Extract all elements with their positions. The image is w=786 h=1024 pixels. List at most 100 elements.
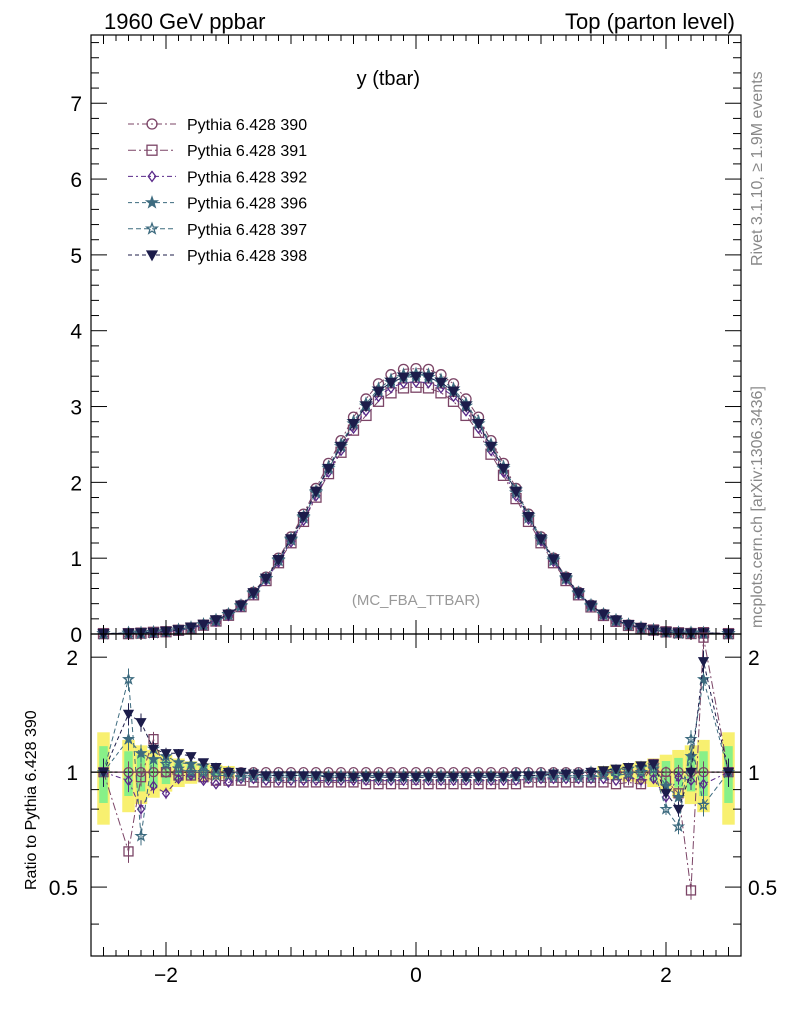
- series-398-ratio-point: [385, 772, 397, 784]
- series-398-point: [472, 419, 485, 430]
- series-398-point: [347, 419, 360, 430]
- series-398-point: [534, 534, 548, 546]
- series-391-ratio-point: [210, 775, 222, 786]
- rivet-version-label: Rivet 3.1.10, ≥ 1.9M events: [749, 71, 766, 266]
- series-392-ratio-point: [211, 778, 221, 790]
- series-398-ratio-point: [697, 657, 710, 668]
- series-392-ratio-point: [199, 775, 208, 787]
- series-398-point: [322, 463, 335, 475]
- series-398-ratio-point: [347, 772, 360, 784]
- series-398-ratio-point: [185, 752, 197, 763]
- series-398-ratio-point: [447, 772, 460, 784]
- series-398-ratio-point: [297, 771, 310, 782]
- series-398-ratio-point: [410, 772, 422, 784]
- series-398-point: [559, 573, 573, 585]
- series-392-ratio-point: [124, 775, 133, 787]
- series-392-ratio-point: [224, 776, 233, 788]
- header-right: Top (parton level): [565, 9, 735, 34]
- series-397-ratio-point: [234, 770, 248, 783]
- series-397-ratio-point: [159, 757, 173, 770]
- series-398-point: [522, 511, 535, 523]
- series-397-ratio-point: [121, 672, 136, 685]
- ratio-ylabel: Ratio to Pythia 6.428 390: [23, 710, 40, 890]
- series-398-ratio-point: [310, 771, 322, 782]
- series-398-ratio-point: [247, 769, 260, 780]
- series-392-ratio-point: [674, 771, 683, 783]
- series-397-ratio-point: [209, 768, 223, 782]
- main-y-tick-label: 5: [70, 245, 82, 268]
- series-391-ratio-point: [698, 632, 709, 643]
- series-398-ratio-point: [210, 762, 222, 774]
- series-398-ratio-point: [235, 767, 247, 778]
- series-392-ratio-point: [661, 791, 671, 803]
- legend-entry-397-marker: [144, 221, 160, 235]
- series-398-ratio-point: [397, 772, 410, 784]
- series-398-ratio-point: [635, 761, 647, 772]
- legend-entry-396-label: Pythia 6.428 396: [187, 196, 307, 213]
- series-398-point: [434, 377, 448, 389]
- series-391-ratio-point: [123, 846, 134, 857]
- series-397-ratio-line: [103, 679, 729, 837]
- mcplots-label: mcplots.cern.ch [arXiv:1306.3436]: [749, 386, 766, 628]
- series-398-point: [422, 372, 435, 384]
- main-y-tick-label: 7: [70, 93, 82, 116]
- main-y-tick-label: 6: [70, 169, 82, 192]
- series-398-ratio-point: [572, 769, 585, 780]
- series-398-point: [584, 600, 598, 612]
- series-398-point: [459, 401, 473, 413]
- series-398-ratio-point: [372, 772, 385, 784]
- main-y-tick-label: 3: [70, 397, 82, 420]
- series-397-ratio-point: [621, 766, 636, 780]
- series-398-point: [547, 554, 560, 566]
- series-398-ratio-point: [485, 772, 497, 784]
- series-398-point: [197, 619, 210, 631]
- series-398-ratio-point: [122, 709, 135, 720]
- series-398-ratio-point: [360, 772, 372, 784]
- legend: Pythia 6.428 390 Pythia 6.428 391 Pythia 6…: [128, 117, 307, 265]
- series-392-ratio-point: [149, 780, 158, 792]
- series-398-ratio-point: [422, 772, 435, 784]
- series-398-point: [384, 377, 398, 389]
- series-398-point: [484, 441, 498, 453]
- ratio-y-tick-label: 2: [66, 647, 78, 670]
- series-390-ratio-point: [148, 766, 159, 778]
- series-397-ratio-point: [634, 765, 648, 778]
- main-y-tick-label: 0: [70, 624, 82, 647]
- series-397-ratio-point: [659, 802, 673, 815]
- legend-entry-392-marker: [147, 170, 157, 183]
- series-396-ratio-point: [684, 749, 698, 762]
- series-398-ratio-point: [560, 769, 572, 780]
- series-398-ratio-point: [197, 758, 210, 769]
- series-398-point: [259, 573, 273, 585]
- legend-entry-391-label: Pythia 6.428 391: [187, 143, 307, 160]
- series-398-ratio-point: [435, 772, 447, 784]
- series-398-point: [572, 588, 585, 600]
- series-397-ratio-point: [196, 765, 211, 778]
- series-398-point: [247, 588, 260, 600]
- series-396-ratio-point: [671, 790, 686, 803]
- legend-entry-398-marker: [145, 250, 159, 262]
- series-392-ratio-line: [103, 771, 729, 811]
- series-398-point: [222, 609, 235, 621]
- series-398-ratio-point: [685, 767, 697, 778]
- legend-entry-392-label: Pythia 6.428 392: [187, 169, 307, 186]
- main-y-tick-label: 4: [70, 321, 82, 344]
- series-397-ratio-point: [609, 768, 623, 782]
- series-398-point: [597, 609, 610, 621]
- series-398-point: [272, 555, 285, 567]
- series-398-ratio-point: [322, 772, 335, 784]
- ratio-y-tick-label: 1: [66, 762, 78, 785]
- legend-entry-396-marker: [144, 195, 160, 209]
- series-397-ratio-point: [584, 770, 598, 783]
- series-391-ratio-point: [685, 885, 697, 896]
- legend-entry-391-marker: [146, 144, 158, 156]
- series-398-ratio-point: [660, 789, 672, 800]
- series-398-ratio-point: [547, 769, 560, 780]
- header-left: 1960 GeV ppbar: [104, 9, 265, 34]
- series-398-ratio-point: [172, 749, 185, 760]
- series-397-ratio-point: [696, 798, 711, 811]
- series-397-ratio-point: [184, 765, 198, 778]
- series-398-ratio-point: [160, 749, 172, 760]
- x-tick-label: 2: [660, 964, 672, 987]
- series-398-ratio-point: [647, 759, 660, 770]
